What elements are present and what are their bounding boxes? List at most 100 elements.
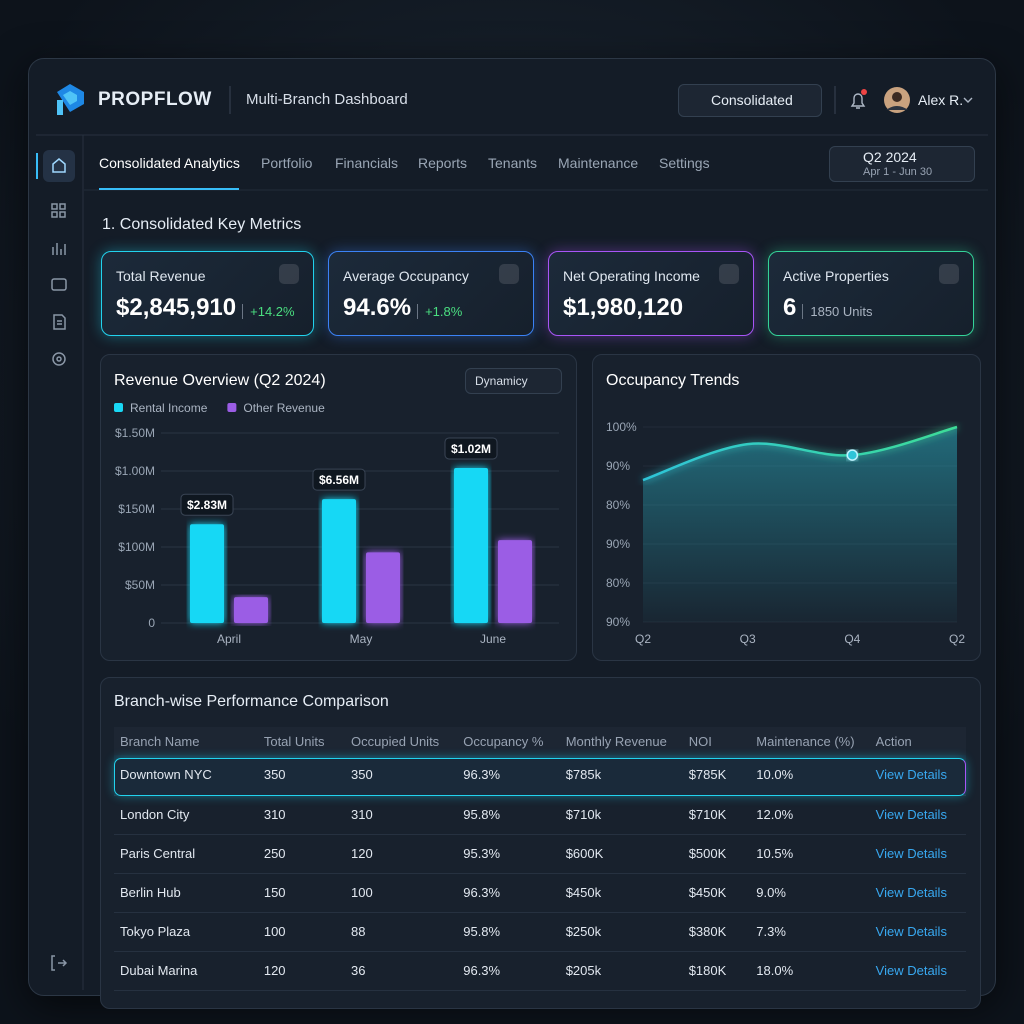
card-icon bbox=[499, 264, 519, 284]
table-cell: $710K bbox=[688, 795, 757, 835]
card-icon bbox=[279, 264, 299, 284]
period-select[interactable] bbox=[829, 146, 975, 182]
card-icon bbox=[939, 264, 959, 284]
table-cell: 350 bbox=[263, 755, 352, 796]
table-cell: $500K bbox=[688, 834, 757, 874]
y-tick-label: $100M bbox=[118, 540, 155, 554]
user-name[interactable]: Alex R. bbox=[918, 92, 964, 108]
card-label: Total Revenue bbox=[116, 268, 206, 284]
y-tick-label: $150M bbox=[118, 502, 155, 516]
scope-select[interactable] bbox=[678, 84, 822, 117]
table-row: Berlin Hub 150 100 96.3% $450k $450K 9.0% View … bbox=[114, 873, 966, 913]
brand: PROPFLOW bbox=[98, 89, 212, 110]
table-cell: 250 bbox=[263, 834, 352, 874]
chart-title: Occupancy Trends bbox=[606, 372, 739, 389]
table-cell: 350 bbox=[351, 755, 464, 796]
page-title: Multi-Branch Dashboard bbox=[246, 91, 408, 108]
view-details-link[interactable]: View Details bbox=[875, 873, 966, 913]
chart-title: Revenue Overview (Q2 2024) bbox=[114, 372, 326, 389]
card-note: 1850 Units bbox=[802, 304, 873, 319]
column-header: Maintenance (%) bbox=[756, 727, 876, 755]
table-cell: London City bbox=[114, 795, 264, 835]
card-change: +1.8% bbox=[417, 304, 462, 319]
card-value: 94.6% bbox=[343, 294, 412, 321]
table-cell: 96.3% bbox=[463, 755, 566, 796]
point-marker bbox=[846, 449, 859, 461]
column-header: Monthly Revenue bbox=[565, 727, 689, 755]
table-cell: Berlin Hub bbox=[114, 873, 264, 913]
bar bbox=[190, 524, 224, 623]
y-tick-label: $1.50M bbox=[115, 426, 155, 440]
x-tick-label: Q4 bbox=[844, 632, 860, 646]
sidebar-icons[interactable] bbox=[51, 158, 68, 971]
table-cell: 310 bbox=[351, 795, 464, 835]
nav-tab[interactable]: Financials bbox=[335, 155, 399, 171]
table-cell: 120 bbox=[351, 834, 464, 874]
nav-tab[interactable]: Tenants bbox=[488, 155, 538, 171]
table-cell: $380K bbox=[688, 912, 757, 952]
section-title: 1. Consolidated Key Metrics bbox=[102, 216, 302, 233]
annotation: $2.83M bbox=[187, 498, 227, 512]
table-row: Tokyo Plaza 100 88 95.8% $250k $380K 7.3% View … bbox=[114, 912, 966, 952]
column-header: Total Units bbox=[263, 727, 352, 755]
table-row: Dubai Marina 120 36 96.3% $205k $180K 18.0% Vie… bbox=[114, 951, 966, 991]
bar bbox=[454, 467, 488, 623]
period: Q2 2024 bbox=[863, 149, 917, 165]
table-cell: 95.8% bbox=[463, 795, 566, 835]
table-cell: 10.0% bbox=[756, 755, 876, 796]
table-cell: Dubai Marina bbox=[114, 951, 264, 991]
table-cell: $205k bbox=[565, 951, 689, 991]
nav-tab[interactable]: Maintenance bbox=[558, 155, 639, 171]
card-label: Active Properties bbox=[783, 268, 889, 284]
legend-label: Rental Income bbox=[130, 401, 208, 415]
table-cell: Tokyo Plaza bbox=[114, 912, 264, 952]
nav-tab[interactable]: Settings bbox=[659, 155, 710, 171]
table-cell: 12.0% bbox=[756, 795, 876, 835]
annotation-box bbox=[444, 437, 498, 460]
y-tick-label: 90% bbox=[606, 459, 630, 473]
nav-tab[interactable]: Portfolio bbox=[261, 155, 313, 171]
view-details-link[interactable]: View Details bbox=[875, 951, 966, 991]
column-header: NOI bbox=[688, 727, 757, 755]
view-details-link[interactable]: View Details bbox=[875, 755, 966, 796]
nav-tab[interactable]: Consolidated Analytics bbox=[99, 155, 240, 171]
logo bbox=[57, 84, 84, 115]
y-tick-label: 100% bbox=[606, 420, 637, 434]
nav-tab[interactable]: Reports bbox=[418, 155, 468, 171]
bar bbox=[234, 597, 268, 623]
y-tick-label: 90% bbox=[606, 537, 630, 551]
table-cell: 95.8% bbox=[463, 912, 566, 952]
table-cell: 96.3% bbox=[463, 873, 566, 913]
table-cell: $450K bbox=[688, 873, 757, 913]
table-cell: $180K bbox=[688, 951, 757, 991]
table-cell: 88 bbox=[351, 912, 464, 952]
view-details-link[interactable]: View Details bbox=[875, 912, 966, 952]
table-cell: 120 bbox=[263, 951, 352, 991]
table-cell: 150 bbox=[263, 873, 352, 913]
y-tick-label: 90% bbox=[606, 615, 630, 629]
view-details-link[interactable]: View Details bbox=[875, 834, 966, 874]
line bbox=[642, 425, 958, 482]
chart-control[interactable] bbox=[465, 368, 562, 394]
table-cell: $450k bbox=[565, 873, 689, 913]
y-tick-label: 80% bbox=[606, 498, 630, 512]
bar-annotation: $1.02M bbox=[444, 437, 498, 460]
view-details-link[interactable]: View Details bbox=[875, 795, 966, 835]
table-cell: 36 bbox=[351, 951, 464, 991]
table-cell: $600K bbox=[565, 834, 689, 874]
y-tick-label: 0 bbox=[148, 616, 155, 630]
table-wrap: Branch Name Total Units Occupied Units Occu… bbox=[114, 727, 966, 992]
table-cell: 9.0% bbox=[756, 873, 876, 913]
sidebar-active[interactable] bbox=[43, 150, 75, 182]
table-cell: 100 bbox=[263, 912, 352, 952]
table-cell: 7.3% bbox=[756, 912, 876, 952]
metric-card: Active Properties 6 1850 Units bbox=[768, 251, 974, 336]
chart-control[interactable]: Dynamicy bbox=[475, 374, 528, 388]
table-cell: Paris Central bbox=[114, 834, 264, 874]
table-cell: $710k bbox=[565, 795, 689, 835]
bar bbox=[366, 552, 400, 623]
bar bbox=[322, 499, 356, 623]
